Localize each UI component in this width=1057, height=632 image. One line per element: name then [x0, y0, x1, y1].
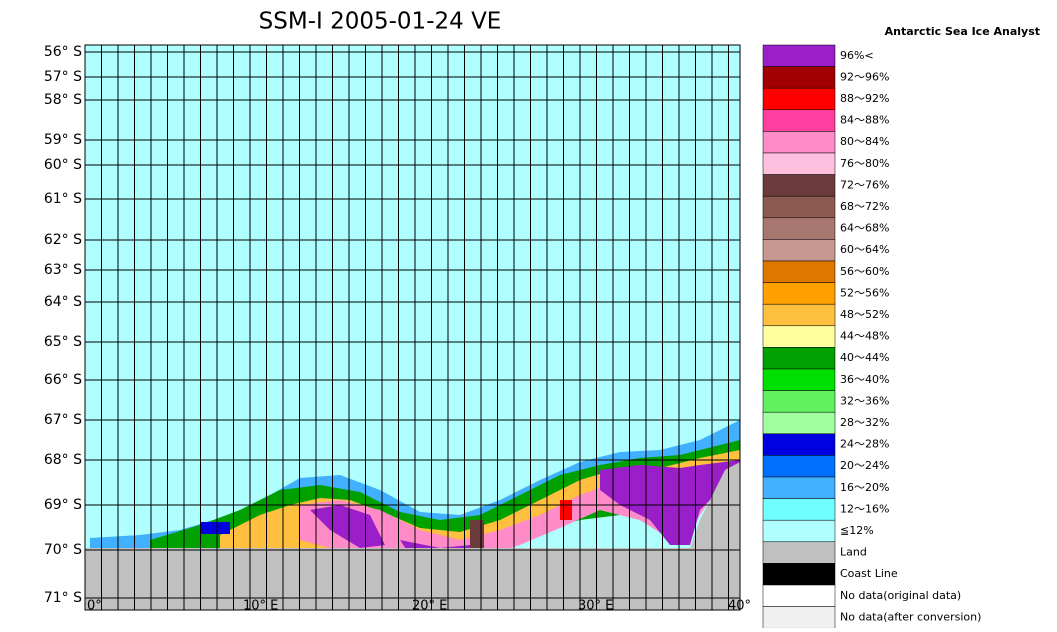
legend-swatch — [763, 391, 835, 413]
legend-swatch — [763, 196, 835, 218]
lat-label: 61° S — [44, 191, 82, 207]
legend-swatch — [763, 520, 835, 542]
legend-swatch — [763, 239, 835, 261]
legend: 96%< 92～96% 88～92% 84～88% 80～84% 76～80% 72～76%… — [763, 45, 981, 628]
legend-label: 28～32% — [840, 416, 889, 429]
legend-label: 96%< — [840, 49, 874, 62]
lat-label: 68° S — [44, 452, 82, 468]
lat-label: 67° S — [44, 412, 82, 428]
legend-label: 20～24% — [840, 459, 889, 472]
legend-swatch — [763, 412, 835, 434]
lon-label: 0° — [87, 599, 102, 614]
legend-label: 36～40% — [840, 373, 889, 386]
legend-label: 92～96% — [840, 70, 889, 83]
legend-label: 44～48% — [840, 330, 889, 343]
lat-label: 69° S — [44, 497, 82, 513]
lat-label: 56° S — [44, 44, 82, 60]
legend-swatch — [763, 283, 835, 305]
legend-label: 88～92% — [840, 92, 889, 105]
lat-label: 64° S — [44, 294, 82, 310]
legend-swatch — [763, 585, 835, 607]
legend-swatch — [763, 45, 835, 67]
lon-label: 40° — [728, 599, 751, 614]
legend-label: 32～36% — [840, 394, 889, 407]
legend-label: 80～84% — [840, 135, 889, 148]
legend-swatch — [763, 326, 835, 348]
legend-swatch — [763, 110, 835, 132]
legend-label: 76～80% — [840, 157, 889, 170]
legend-swatch — [763, 434, 835, 456]
legend-label: 24～28% — [840, 438, 889, 451]
lat-label: 62° S — [44, 232, 82, 248]
legend-label: 16～20% — [840, 481, 889, 494]
lat-label: 58° S — [44, 92, 82, 108]
lon-label: 20° E — [412, 599, 447, 614]
legend-swatch — [763, 261, 835, 283]
legend-label: 48～52% — [840, 308, 889, 321]
legend-swatch — [763, 477, 835, 499]
legend-swatch — [763, 131, 835, 153]
legend-swatch — [763, 67, 835, 89]
legend-label: Coast Line — [840, 567, 898, 580]
legend-label: Land — [840, 546, 867, 559]
lat-label: 70° S — [44, 542, 82, 558]
legend-label: No data(after conversion) — [840, 610, 981, 623]
legend-label: 84～88% — [840, 114, 889, 127]
lat-label: 60° S — [44, 157, 82, 173]
lat-label: 63° S — [44, 262, 82, 278]
legend-swatch — [763, 563, 835, 585]
legend-label: 72～76% — [840, 178, 889, 191]
legend-swatch — [763, 175, 835, 197]
lat-label: 66° S — [44, 372, 82, 388]
lon-label: 30° E — [578, 599, 613, 614]
legend-label: No data(original data) — [840, 589, 961, 602]
legend-swatch — [763, 347, 835, 369]
legend-swatch — [763, 542, 835, 564]
legend-label: 68～72% — [840, 200, 889, 213]
legend-swatch — [763, 153, 835, 175]
lat-label: 65° S — [44, 334, 82, 350]
legend-swatch — [763, 369, 835, 391]
lat-label: 71° S — [44, 590, 82, 606]
legend-swatch — [763, 304, 835, 326]
legend-label: 12～16% — [840, 502, 889, 515]
legend-swatch — [763, 607, 835, 628]
legend-swatch — [763, 88, 835, 110]
legend-label: 56～60% — [840, 265, 889, 278]
legend-label: 40～44% — [840, 351, 889, 364]
lat-label: 57° S — [44, 69, 82, 85]
legend-swatch — [763, 499, 835, 521]
map-title: SSM-I 2005-01-24 VE — [259, 9, 502, 35]
legend-label: 52～56% — [840, 286, 889, 299]
legend-label: ≦12% — [840, 524, 874, 537]
legend-title: Antarctic Sea Ice Analyst — [885, 25, 1040, 38]
legend-label: 60～64% — [840, 243, 889, 256]
lon-label: 10° E — [243, 599, 278, 614]
legend-swatch — [763, 455, 835, 477]
page: SSM-I 2005-01-24 VE Antarctic Sea Ice An… — [0, 0, 1057, 628]
legend-swatch — [763, 218, 835, 240]
legend-label: 64～68% — [840, 222, 889, 235]
lat-label: 59° S — [44, 132, 82, 148]
